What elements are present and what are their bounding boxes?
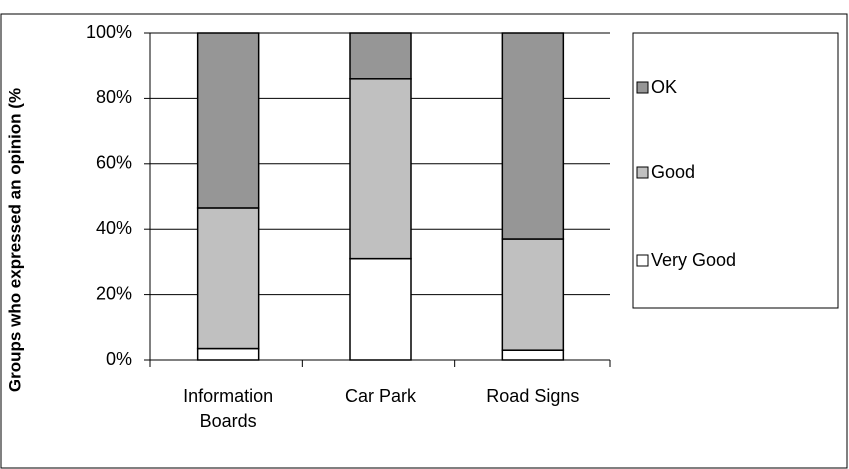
y-tick-label: 100% xyxy=(86,22,132,42)
x-tick-label: Information Boards xyxy=(183,386,273,431)
y-tick-label: 40% xyxy=(96,218,132,238)
y-axis-label: Groups who expressed an opinion (% xyxy=(5,88,24,392)
legend-swatch xyxy=(636,81,649,94)
legend-swatch xyxy=(636,254,649,267)
y-tick-label: 80% xyxy=(96,87,132,107)
legend-label: Very Good xyxy=(651,250,736,270)
bar-segment xyxy=(349,78,412,260)
legend-box xyxy=(632,32,839,309)
legend-label: OK xyxy=(651,77,677,97)
x-tick-label: Road Signs xyxy=(486,386,579,406)
bar-segment xyxy=(349,257,412,361)
bar-segment xyxy=(196,207,260,350)
legend-label: Good xyxy=(651,162,695,182)
y-tick-label: 0% xyxy=(106,349,132,369)
legend-swatch xyxy=(636,166,649,179)
bar-segment xyxy=(196,32,260,209)
x-tick-label: Car Park xyxy=(345,386,417,406)
bar-segment xyxy=(501,349,565,361)
bar-segment xyxy=(501,238,565,351)
y-tick-label: 20% xyxy=(96,283,132,303)
bar-segment xyxy=(349,32,412,80)
bar-segment xyxy=(196,347,260,361)
bar-segment xyxy=(501,32,565,240)
y-tick-label: 60% xyxy=(96,153,132,173)
